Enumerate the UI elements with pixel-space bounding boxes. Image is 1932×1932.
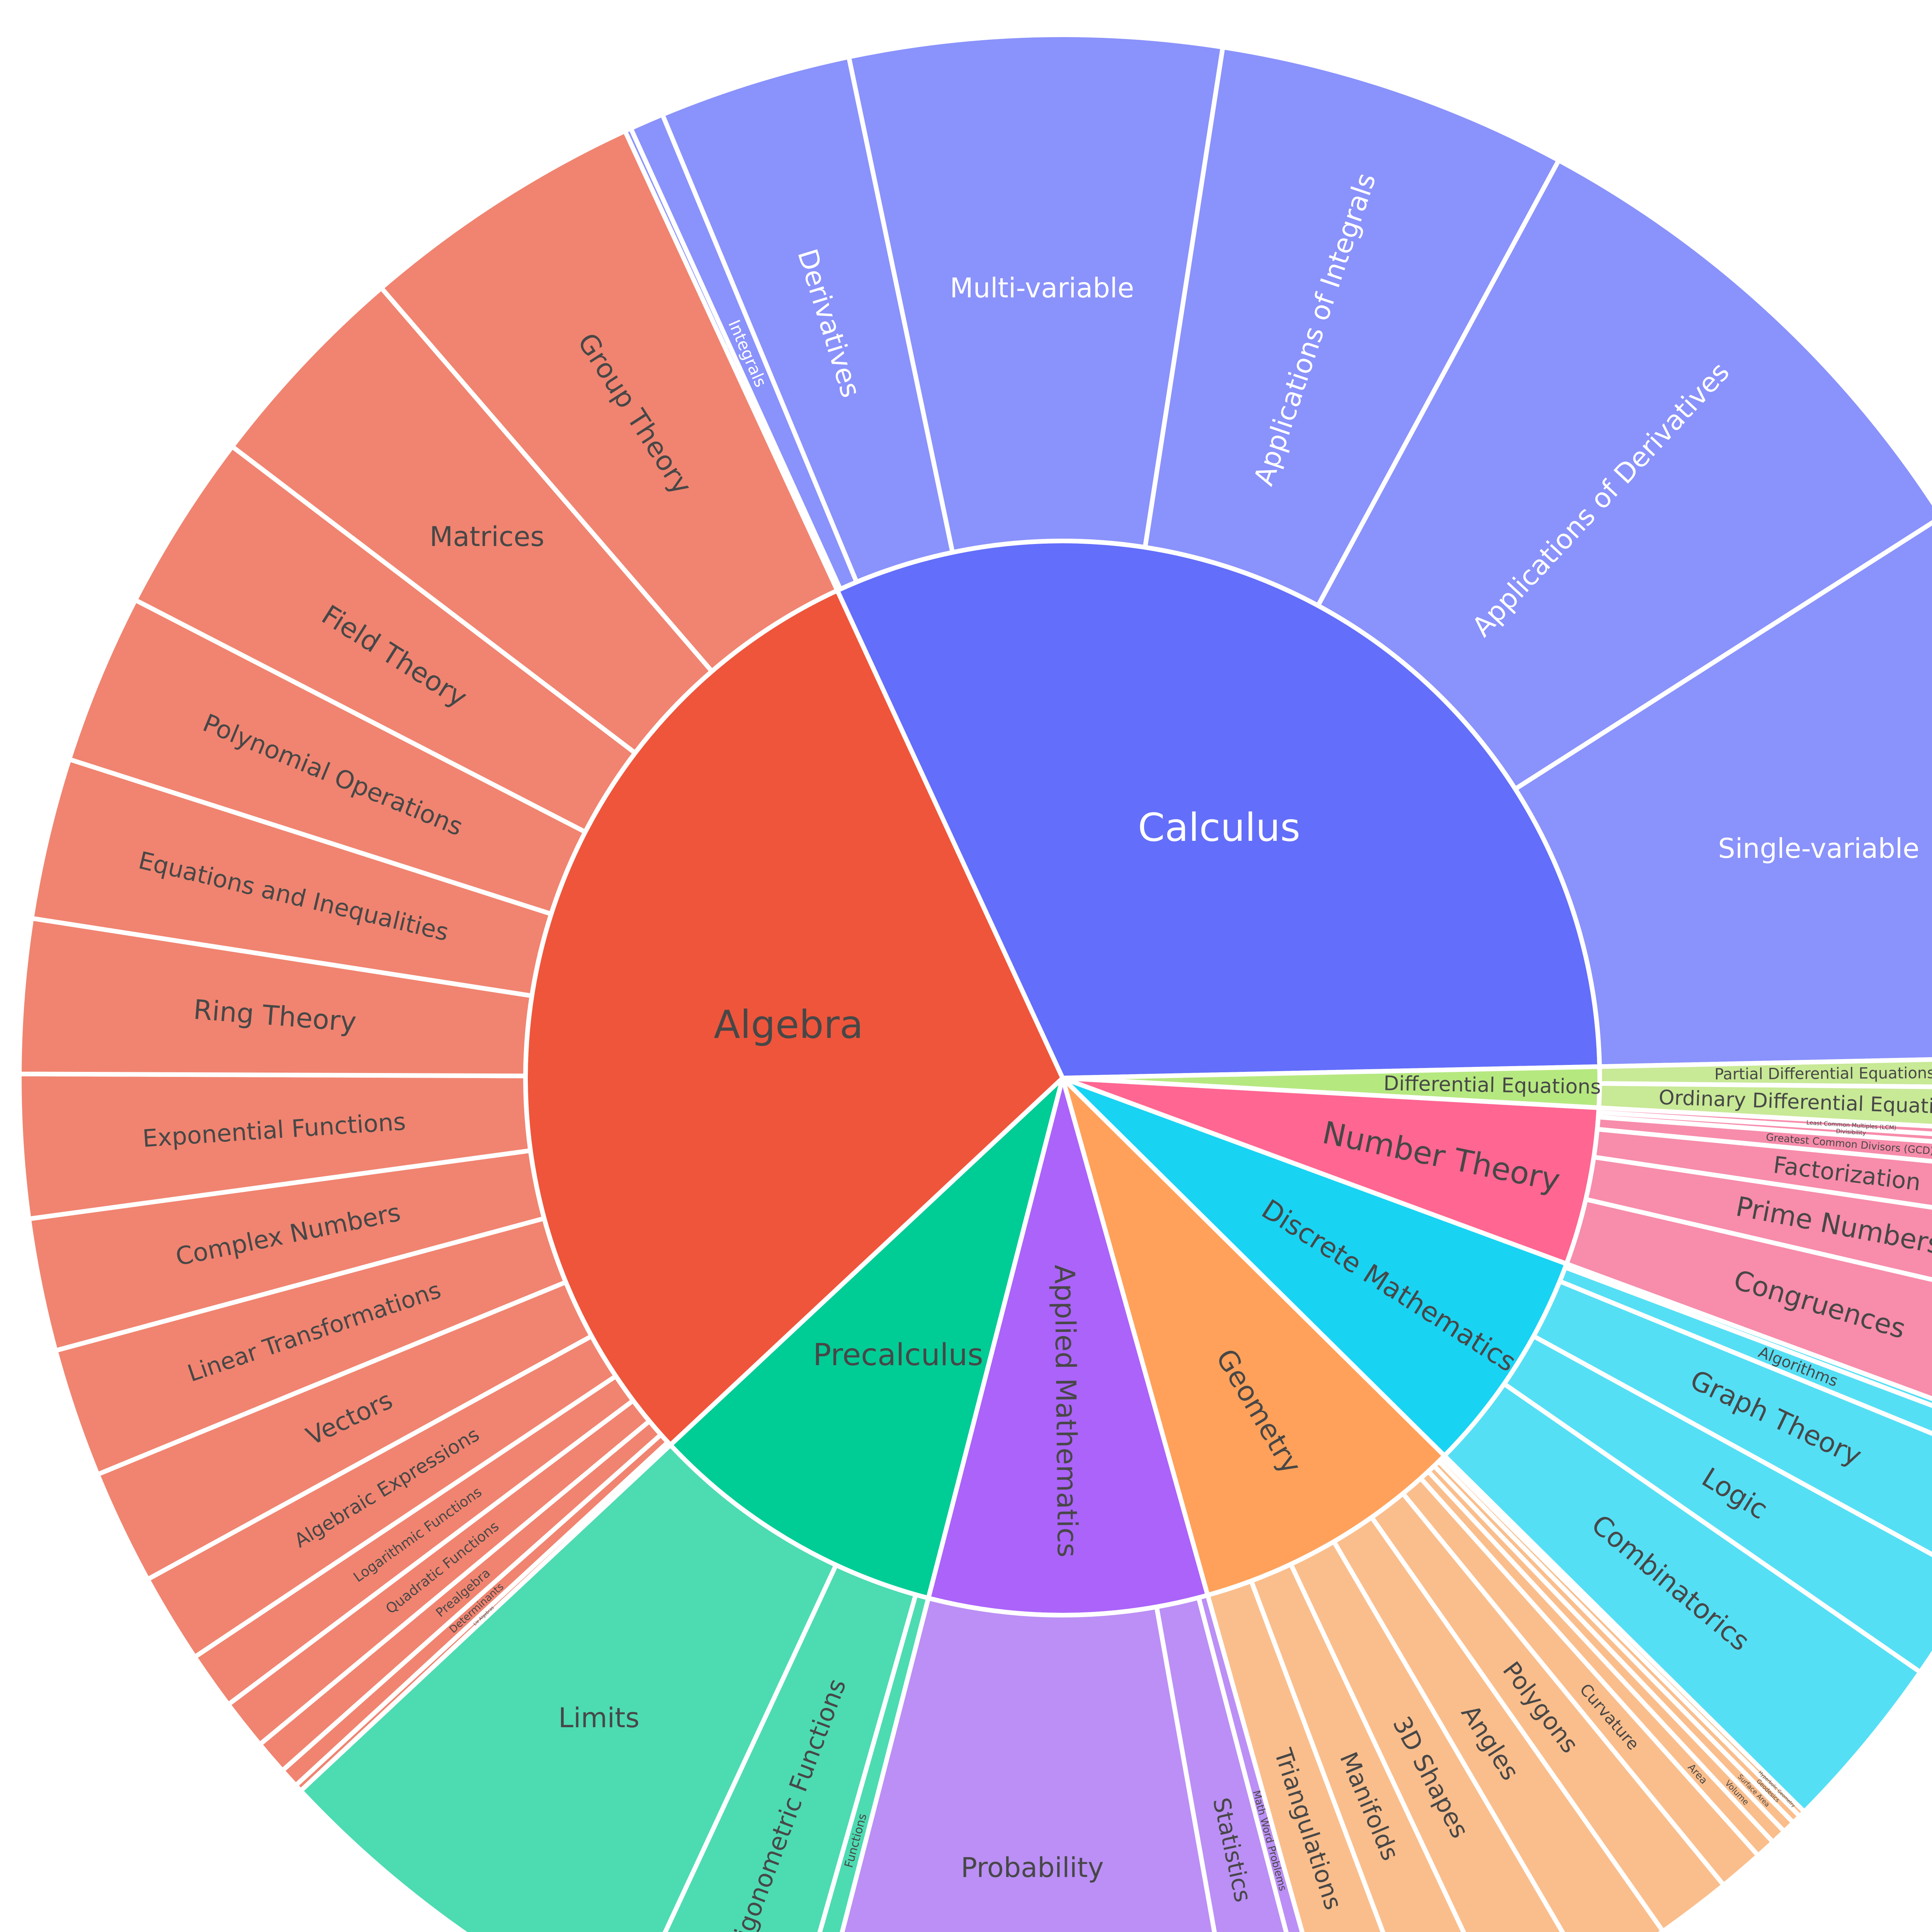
segment-label-matrices: Matrices: [430, 521, 544, 553]
segment-label-calculus: Calculus: [1138, 805, 1301, 850]
sunburst-segment-angles[interactable]: [1332, 1515, 1665, 1932]
segment-label-limits: Limits: [558, 1702, 639, 1734]
sunburst-segment-limits[interactable]: [298, 1442, 838, 1932]
segment-label-precalculus: Precalculus: [813, 1338, 983, 1372]
sunburst-segment-group-theory[interactable]: [379, 129, 840, 674]
sunburst-segment-factorization[interactable]: [1591, 1127, 1932, 1231]
segment-label-divisibility: Divisibility: [1836, 1128, 1866, 1136]
sunburst-segment-probability[interactable]: [802, 1595, 1245, 1932]
segment-label-multi-variable: Multi-variable: [950, 272, 1134, 304]
sunburst-segment-graph-theory[interactable]: [1531, 1279, 1932, 1580]
sunburst-segment-single-variable[interactable]: [1513, 517, 1932, 1069]
sunburst-segment-3d-shapes[interactable]: [1288, 1539, 1590, 1932]
segment-label-applied-mathematics: Applied Mathematics: [1048, 1265, 1084, 1558]
sunburst-segment-algorithms[interactable]: [1557, 1265, 1932, 1473]
segment-label-algebra: Algebra: [714, 1002, 863, 1047]
sunburst-segment-applications-of-derivatives[interactable]: [1316, 158, 1932, 791]
sunburst-segment-matrices[interactable]: [230, 286, 714, 755]
segment-label-probability: Probability: [961, 1852, 1104, 1883]
sunburst-segment-trigonometric-functions[interactable]: [622, 1563, 918, 1932]
sunburst-segment-applications-of-integrals[interactable]: [1143, 45, 1561, 608]
sunburst-segment-complex-numbers[interactable]: [26, 1148, 547, 1353]
sunburst-segment-combinatorics[interactable]: [1442, 1381, 1923, 1814]
sunburst-segment-partial-differential-equations-pdes[interactable]: [1597, 1056, 1932, 1089]
sunburst-segment-ring-theory[interactable]: [17, 916, 534, 1078]
segment-label-partial-differential-equations-pdes: Partial Differential Equations (PDEs): [1714, 1064, 1932, 1083]
sunburst-segment-polynomial-operations[interactable]: [67, 597, 588, 917]
sunburst-segment-derivatives[interactable]: [660, 54, 955, 585]
segment-label-single-variable: Single-variable: [1718, 833, 1919, 864]
segment-label-differential-equations: Differential Equations: [1383, 1072, 1601, 1099]
sunburst-segment-functions[interactable]: [777, 1592, 931, 1932]
sunburst-segment-triangulations[interactable]: [1205, 1578, 1429, 1932]
sunburst-segment-ordinary-differential-equations-odes[interactable]: [1596, 1081, 1932, 1136]
sunburst-segment-congruences[interactable]: [1564, 1197, 1932, 1439]
sunburst-segment-math-word-problems[interactable]: [1196, 1593, 1344, 1932]
sunburst-segment-prime-numbers[interactable]: [1583, 1155, 1932, 1314]
sunburst-segment-multi-variable[interactable]: [846, 32, 1225, 555]
sunburst-segment-statistics[interactable]: [1154, 1595, 1327, 1932]
sunburst-segment-manifolds[interactable]: [1249, 1562, 1506, 1932]
sunburst-segment-field-theory[interactable]: [133, 444, 638, 835]
sunburst-segment-greatest-common-divisors-gcd[interactable]: [1595, 1115, 1932, 1177]
